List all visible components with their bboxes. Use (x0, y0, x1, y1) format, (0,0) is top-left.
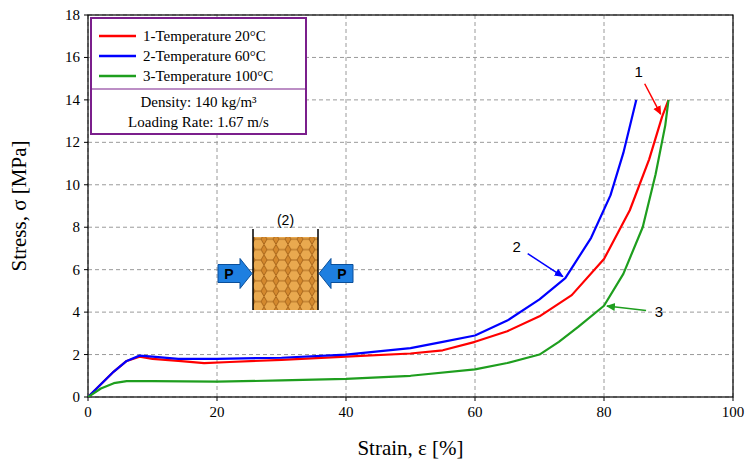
chart: 020406080100024681012141618Strain, ε [%]… (0, 0, 750, 469)
tick-label-y: 18 (65, 7, 80, 23)
tick-label-y: 4 (73, 304, 81, 320)
series-line (88, 100, 669, 397)
plot-frame (88, 15, 733, 397)
legend-swatch (99, 35, 136, 38)
tick-label-x: 0 (84, 404, 92, 420)
y-axis-title: Stress, σ [MPa] (7, 141, 31, 272)
inset: P P (2) (218, 212, 353, 310)
inset-force-label: P (224, 266, 233, 282)
legend-note: Density: 140 kg/m³ (140, 94, 257, 110)
grid-line-y (88, 184, 733, 185)
legend-label: 1-Temperature 20°C (143, 28, 266, 44)
inset-plate (317, 229, 319, 310)
grid (84, 15, 733, 401)
annotation-arrow (645, 84, 661, 114)
legend-label: 2-Temperature 60°C (143, 48, 266, 64)
tick-label-x: 80 (597, 404, 612, 420)
tick-label-x: 60 (468, 404, 483, 420)
legend-box (91, 18, 306, 134)
grid-line-y (88, 269, 733, 270)
legend-label: 3-Temperature 100°C (143, 68, 273, 84)
tick-label-y: 6 (73, 262, 81, 278)
inset-arrow (218, 259, 252, 289)
tick-label-y: 2 (73, 347, 81, 363)
series-line (88, 100, 636, 397)
tick-label-y: 14 (65, 92, 81, 108)
tick-label-y: 16 (65, 49, 81, 65)
inset-specimen (253, 237, 318, 310)
grid-line-x (346, 15, 347, 397)
tick-label-y: 8 (73, 219, 81, 235)
lines (88, 100, 669, 397)
grid-line-x (475, 15, 476, 397)
legend-note: Loading Rate: 1.67 m/s (128, 114, 269, 130)
tick-label-y: 12 (65, 134, 80, 150)
inset-plate (252, 229, 254, 310)
inset-arrow (319, 259, 353, 289)
grid-line-x (604, 15, 605, 397)
tick-label-x: 20 (210, 404, 225, 420)
annotation-label: 2 (513, 238, 521, 255)
tick-label-x: 40 (339, 404, 354, 420)
grid-line-y (88, 312, 733, 313)
tick-label-x: 100 (722, 404, 745, 420)
annotation-arrow (607, 306, 646, 311)
grid-line-y (88, 227, 733, 228)
annotation-label: 1 (634, 63, 642, 80)
annotation-label: 3 (655, 303, 663, 320)
x-axis-title: Strain, ε [%] (357, 436, 463, 460)
legend: 1-Temperature 20°C 2-Temperature 60°C 3-Te… (91, 18, 306, 134)
legend-separator (91, 88, 306, 89)
grid-line-y (88, 142, 733, 143)
annotation-arrow (528, 254, 563, 277)
legend-swatch (99, 55, 136, 58)
annotations: 1 2 3 (513, 63, 664, 320)
tick-label-y: 10 (65, 177, 80, 193)
legend-swatch (99, 75, 136, 78)
inset-label: (2) (277, 212, 294, 228)
inset-force-label: P (337, 266, 346, 282)
tick-label-y: 0 (73, 389, 81, 405)
series-line (88, 100, 669, 397)
